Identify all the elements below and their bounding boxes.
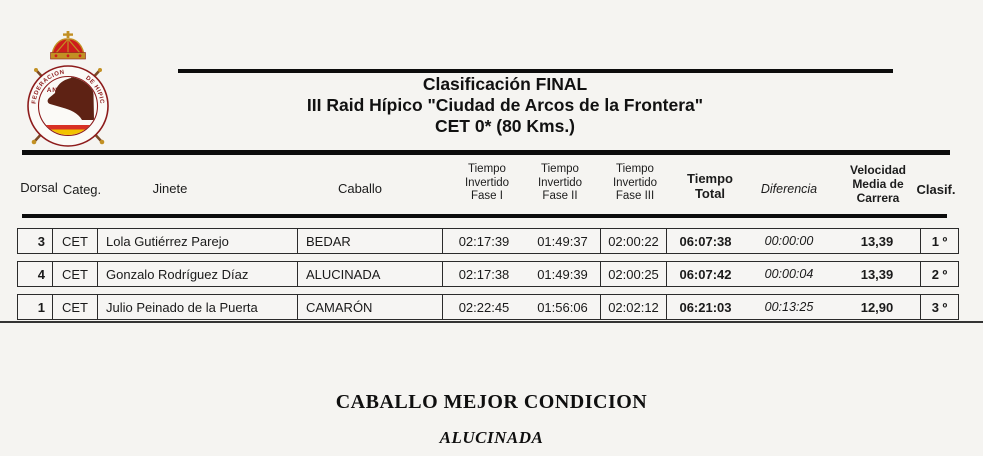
title-line-category: CET 0* (80 Kms.) (434, 116, 576, 136)
cell-jinete: Gonzalo Rodríguez Díaz (98, 262, 298, 286)
spanish-flag-icon (39, 125, 97, 135)
table-row: 4 CET Gonzalo Rodríguez Díaz ALUCINADA 0… (17, 261, 959, 287)
cell-total: 06:07:42 (679, 266, 732, 282)
table-bottom-rule (0, 321, 983, 323)
header-bottom-rule (22, 214, 947, 218)
cell-total: 06:21:03 (679, 299, 732, 315)
cell-fase2: 01:49:39 (525, 262, 601, 286)
cell-velocidad: 13,39 (834, 262, 921, 286)
header-diferencia: Diferencia (760, 182, 818, 196)
cell-categ: CET (53, 229, 98, 253)
cell-clasif: 2 º (931, 266, 948, 282)
horse-head-icon (47, 77, 94, 120)
header-fase2: Tiempo Invertido Fase II (537, 163, 583, 202)
header-jinete: Jinete (152, 181, 188, 196)
crown-icon (50, 31, 86, 60)
document-title: Clasificación FINAL III Raid Hípico "Ciu… (100, 74, 910, 137)
table-row: 3 CET Lola Gutiérrez Parejo BEDAR 02:17:… (17, 228, 959, 254)
federation-emblem-logo: FEDERACION DE HIPICA ANDALUZA (26, 30, 109, 147)
cell-fase1: 02:17:39 (458, 233, 510, 249)
cell-caballo: ALUCINADA (298, 262, 443, 286)
header-clasif: Clasif. (916, 182, 956, 197)
header-fase3: Tiempo Invertido Fase III (612, 163, 658, 202)
header-categ: Categ. (62, 182, 102, 197)
header-caballo: Caballo (337, 181, 383, 196)
header-total: Tiempo Total (687, 171, 733, 201)
cell-velocidad: 12,90 (834, 295, 921, 319)
cell-dorsal: 3 (18, 229, 53, 253)
cell-categ: CET (53, 262, 98, 286)
cell-caballo: CAMARÓN (298, 295, 443, 319)
cell-fase2: 01:56:06 (525, 295, 601, 319)
cell-fase3: 02:00:22 (601, 229, 667, 253)
cell-jinete: Lola Gutiérrez Parejo (98, 229, 298, 253)
cell-diferencia: 00:00:00 (764, 234, 814, 248)
cell-categ: CET (53, 295, 98, 319)
header-dorsal: Dorsal (20, 180, 58, 195)
header-velocidad: Velocidad Media de Carrera (849, 163, 907, 205)
cell-clasif: 3 º (931, 299, 948, 315)
title-bottom-rule (22, 150, 950, 155)
cell-fase3: 02:00:25 (601, 262, 667, 286)
cell-jinete: Julio Peinado de la Puerta (98, 295, 298, 319)
cell-fase1: 02:17:38 (458, 266, 510, 282)
cell-diferencia: 00:00:04 (764, 267, 814, 281)
cell-caballo: BEDAR (298, 229, 443, 253)
cell-fase2: 01:49:37 (525, 229, 601, 253)
header-fase1: Tiempo Invertido Fase I (464, 163, 510, 202)
cell-fase3: 02:02:12 (601, 295, 667, 319)
cell-dorsal: 1 (18, 295, 53, 319)
cell-clasif: 1 º (931, 233, 948, 249)
cell-diferencia: 00:13:25 (764, 300, 814, 314)
cell-velocidad: 13,39 (834, 229, 921, 253)
best-condition-winner: ALUCINADA (439, 428, 544, 447)
cell-fase1: 02:22:45 (458, 299, 510, 315)
cell-dorsal: 4 (18, 262, 53, 286)
cell-total: 06:07:38 (679, 233, 732, 249)
best-condition-caption: CABALLO MEJOR CONDICION (335, 391, 648, 413)
title-line-event: III Raid Hípico "Ciudad de Arcos de la F… (306, 95, 704, 115)
table-row: 1 CET Julio Peinado de la Puerta CAMARÓN… (17, 294, 959, 320)
title-line-classification: Clasificación FINAL (422, 74, 588, 94)
title-top-rule (178, 69, 893, 73)
